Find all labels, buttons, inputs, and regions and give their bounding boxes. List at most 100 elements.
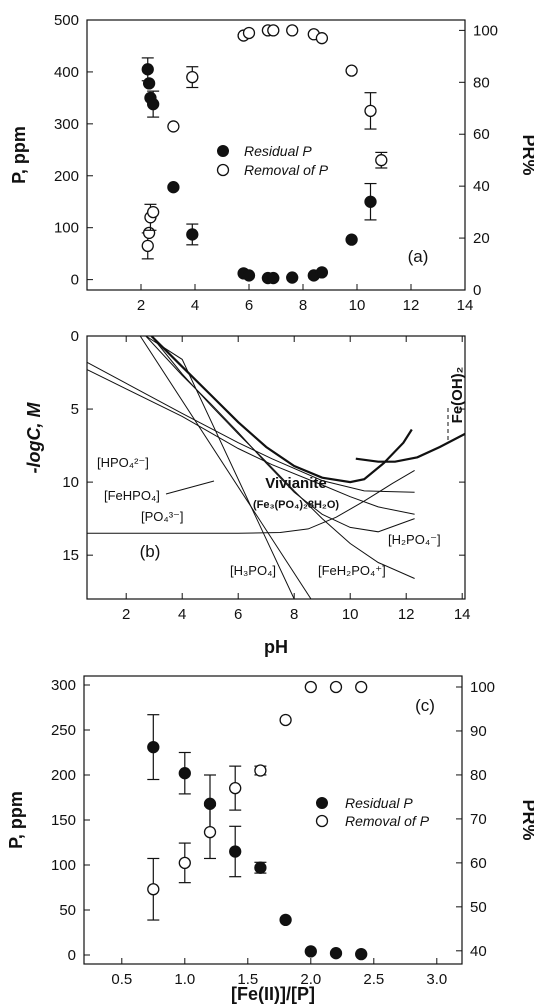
- residual-point: [267, 271, 280, 285]
- panel-c-legend: Residual P Removal of P: [315, 795, 430, 829]
- x-tick-label: 2: [122, 606, 130, 623]
- removal-point: [355, 680, 368, 694]
- legend-residual-marker: [217, 145, 229, 157]
- panel-b: 2 4 6 8 10 12 14 0 5 10 15 pH -logC, M (b) Viviani…: [24, 328, 471, 657]
- y2-tick-label: 100: [470, 679, 495, 696]
- removal-point: [147, 883, 160, 896]
- residual-point: [329, 947, 343, 960]
- y2-tick-label: 60: [470, 855, 487, 872]
- residual-point: [364, 195, 377, 208]
- panel-c-ylabel: P, ppm: [6, 791, 26, 849]
- removal-point: [364, 104, 377, 118]
- removal-point: [279, 713, 292, 727]
- y2-tick-label: 40: [473, 178, 490, 195]
- removal-point: [315, 32, 329, 45]
- curve-po: [87, 469, 415, 534]
- legend-removal-label: Removal of P: [244, 162, 329, 178]
- legend-removal-marker: [216, 163, 230, 177]
- residual-point: [286, 271, 299, 284]
- x-tick-label: 2: [137, 297, 145, 314]
- x-tick-label: 10: [349, 297, 366, 314]
- residual-point: [142, 77, 156, 90]
- legend-c-removal-marker: [315, 814, 329, 828]
- x-tick-label: 8: [299, 297, 307, 314]
- curve-fehpo: [87, 369, 415, 515]
- removal-point: [186, 70, 199, 84]
- y-tick-label: 5: [71, 401, 79, 418]
- x-tick-label: 8: [290, 606, 298, 623]
- residual-point: [141, 63, 154, 76]
- vivianite-formula: (Fe₃(PO₄)₂8H₂O): [253, 499, 339, 511]
- residual-point: [254, 861, 267, 874]
- residual-point: [146, 97, 160, 111]
- legend-c-residual-marker: [316, 797, 328, 809]
- residual-point: [167, 181, 180, 194]
- x-tick-label: 4: [191, 297, 199, 314]
- removal-point: [142, 226, 156, 240]
- x-tick-label: 2.0: [300, 971, 321, 988]
- x-tick-label: 4: [178, 606, 186, 623]
- x-tick-label: 12: [403, 297, 420, 314]
- panel-a-frame: [86, 19, 466, 291]
- removal-point: [286, 24, 299, 37]
- label-h3po4: [H₃PO₄]: [230, 563, 276, 578]
- legend-residual-label: Residual P: [244, 143, 312, 159]
- removal-point: [146, 205, 160, 219]
- panel-c: 0.5 1.0 1.5 2.0 2.5 3.0 0 50 100 150 200 250 300 40 50…: [6, 675, 534, 1004]
- curve-hpo: [87, 361, 415, 493]
- x-tick-label: 12: [398, 606, 415, 623]
- removal-point: [242, 26, 256, 40]
- panel-b-xlabel: pH: [264, 637, 288, 657]
- label-po4-3-minus: [PO₄³⁻]: [141, 509, 184, 524]
- y2-tick-label: 0: [473, 282, 481, 299]
- residual-point: [345, 233, 358, 246]
- y2-tick-label: 80: [470, 767, 487, 784]
- panel-c-xlabel: [Fe(II)]/[P]: [231, 984, 315, 1004]
- y-tick-label: 100: [51, 857, 76, 874]
- panel-a-y2label: PR%: [519, 134, 534, 175]
- y2-tick-label: 50: [470, 899, 487, 916]
- curve-vivianite: [150, 336, 413, 484]
- x-tick-label: 1.5: [237, 971, 258, 988]
- y-tick-label: 15: [62, 547, 79, 564]
- vivianite-label: Vivianite: [265, 475, 326, 492]
- label-feh2po4-plus: [FeH₂PO₄⁺]: [318, 563, 386, 578]
- y2-tick-label: 40: [470, 943, 487, 960]
- y-tick-label: 0: [68, 947, 76, 964]
- residual-point: [229, 845, 242, 858]
- residual-point: [279, 913, 292, 927]
- removal-point: [304, 680, 317, 694]
- x-tick-label: 1.0: [174, 971, 195, 988]
- removal-point: [229, 781, 242, 795]
- label-fehpo4: [FeHPO₄]: [104, 488, 160, 503]
- y-tick-label: 200: [51, 767, 76, 784]
- removal-point: [141, 239, 154, 253]
- residual-point: [178, 767, 191, 780]
- removal-point: [345, 64, 358, 77]
- y2-tick-label: 90: [470, 723, 487, 740]
- x-tick-label: 10: [342, 606, 359, 623]
- x-tick-label: 6: [245, 297, 253, 314]
- x-tick-label: 6: [234, 606, 242, 623]
- y-tick-label: 400: [54, 64, 79, 81]
- y2-tick-label: 20: [473, 230, 490, 247]
- panel-b-ylabel: -logC, M: [24, 402, 44, 474]
- removal-point: [167, 120, 180, 133]
- residual-point: [315, 266, 329, 279]
- y2-tick-label: 100: [473, 22, 498, 39]
- legend-c-residual-label: Residual P: [345, 795, 413, 811]
- panel-b-label: (b): [140, 542, 161, 561]
- legend-c-removal-label: Removal of P: [345, 813, 430, 829]
- removal-point: [267, 24, 280, 37]
- y-tick-label: 0: [71, 272, 79, 289]
- y-tick-label: 500: [54, 12, 79, 29]
- y-tick-label: 300: [51, 677, 76, 694]
- panel-a-legend: Residual P Removal of P: [216, 143, 329, 178]
- label-hpo4-2-minus: [HPO₄²⁻]: [97, 455, 149, 470]
- curve-fe-oh: [355, 432, 465, 463]
- y-tick-label: 300: [54, 116, 79, 133]
- feHPO4-leader-line: [165, 480, 215, 495]
- x-tick-label: 14: [457, 297, 474, 314]
- residual-point: [304, 945, 317, 958]
